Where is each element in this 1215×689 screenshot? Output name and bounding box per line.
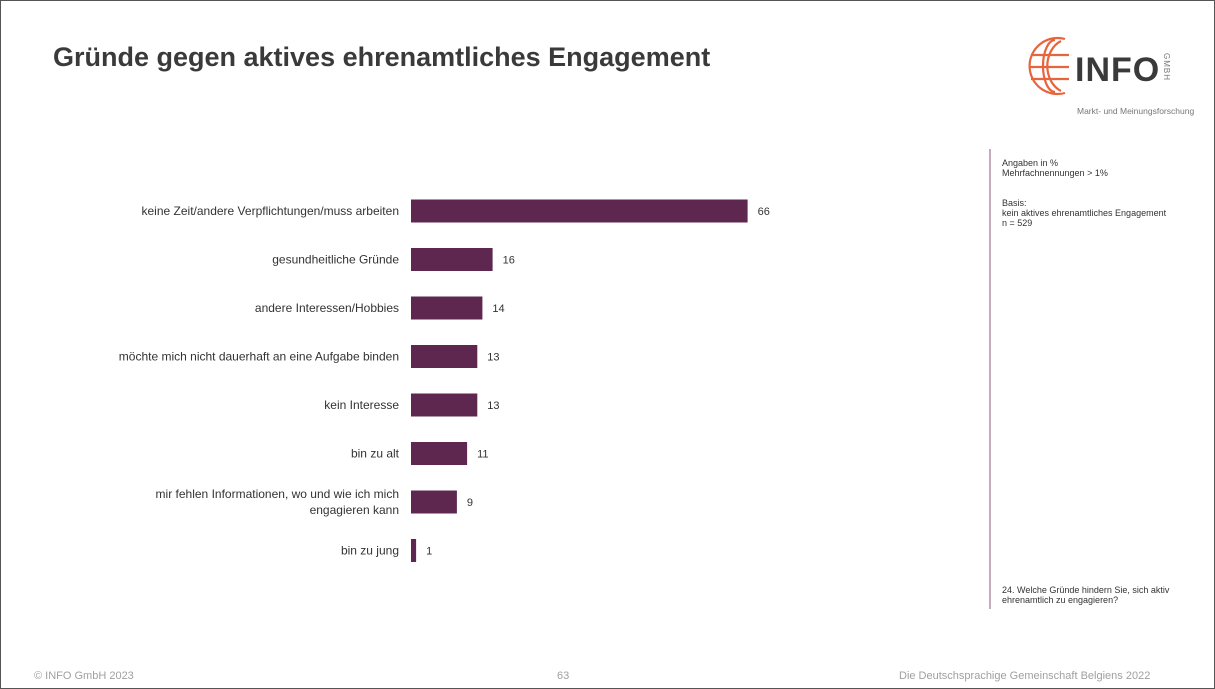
units-note: Angaben in % Mehrfachnennungen > 1% — [1002, 158, 1108, 178]
logo-tagline: Markt- und Meinungsforschung — [1077, 106, 1195, 116]
category-label: andere Interessen/Hobbies — [255, 301, 399, 315]
bar — [411, 296, 483, 320]
category-label: möchte mich nicht dauerhaft an eine Aufg… — [119, 350, 399, 364]
category-label: bin zu jung — [341, 544, 399, 558]
category-label: mir fehlen Informationen, wo und wie ich… — [156, 487, 399, 517]
bar — [411, 539, 417, 562]
footer-source: Die Deutschsprachige Gemeinschaft Belgie… — [899, 670, 1151, 682]
globe-icon — [1028, 36, 1069, 96]
data-label: 9 — [467, 497, 473, 509]
page-title: Gründe gegen aktives ehrenamtliches Enga… — [53, 42, 711, 72]
category-label: gesundheitliche Gründe — [272, 253, 399, 267]
question-note: 24. Welche Gründe hindern Sie, sich akti… — [1002, 585, 1170, 605]
bar — [411, 199, 748, 223]
side-divider — [989, 149, 991, 609]
data-label: 1 — [426, 546, 432, 558]
data-label: 13 — [487, 400, 499, 412]
bar — [411, 490, 457, 514]
bar — [411, 345, 478, 368]
data-label: 11 — [477, 449, 488, 461]
footer-page-number: 63 — [557, 670, 570, 682]
category-label: bin zu alt — [351, 447, 400, 461]
data-label: 14 — [492, 303, 504, 315]
bar — [411, 393, 478, 417]
category-label: keine Zeit/andere Verpflichtungen/muss a… — [142, 204, 400, 218]
company-logo: INFO GMBH Markt- und Meinungsforschung — [1025, 31, 1194, 121]
logo-suffix: GMBH — [1162, 53, 1171, 81]
footer-copyright: © INFO GmbH 2023 — [34, 670, 134, 682]
bar — [411, 248, 493, 271]
category-label: kein Interesse — [324, 398, 399, 412]
basis-note: Basis: kein aktives ehrenamtliches Engag… — [1002, 198, 1167, 228]
bar — [411, 442, 468, 465]
data-label: 13 — [487, 352, 499, 364]
logo-brand: INFO — [1075, 51, 1161, 89]
bar-chart: 66 keine Zeit/andere Verpflichtungen/muss… — [119, 199, 770, 562]
data-label: 16 — [503, 255, 515, 267]
data-label: 66 — [758, 206, 770, 218]
